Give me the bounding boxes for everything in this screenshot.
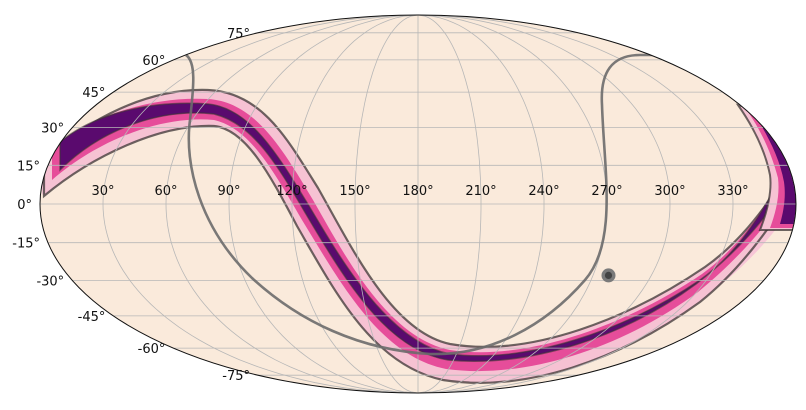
longitude-label: 120° — [276, 184, 307, 199]
latitude-label: -60° — [138, 342, 166, 357]
longitude-label: 60° — [154, 184, 177, 199]
longitude-label: 300° — [654, 184, 685, 199]
graticule-grid — [40, 15, 796, 393]
longitude-label: 180° — [402, 184, 433, 199]
latitude-label: -45° — [78, 310, 106, 325]
latitude-labels: 75° 60° 45° 30° 15° 0° -15° -30° -45° -60° -75° — [12, 27, 250, 384]
longitude-label: 150° — [339, 184, 370, 199]
longitude-label: 330° — [717, 184, 748, 199]
point-core — [604, 271, 613, 279]
latitude-label: 60° — [142, 54, 165, 69]
latitude-label: 30° — [41, 122, 64, 137]
longitude-label: 210° — [465, 184, 496, 199]
latitude-label: 45° — [82, 86, 105, 101]
longitude-label: 270° — [591, 184, 622, 199]
latitude-label: 15° — [17, 159, 40, 174]
track-curve — [185, 53, 660, 356]
longitude-label: 240° — [528, 184, 559, 199]
longitude-labels: 330° 300° 270° 240° 210° 180° 150° 120° 90° 60° 30… — [91, 184, 748, 199]
longitude-label: 90° — [217, 184, 240, 199]
longitude-label: 30° — [91, 184, 114, 199]
map-outline — [39, 14, 797, 394]
latitude-label: -15° — [12, 237, 40, 252]
latitude-label: -30° — [36, 274, 64, 289]
source-point-marker — [601, 268, 616, 283]
latitude-label: -75° — [222, 369, 250, 384]
latitude-label: 75° — [227, 27, 250, 42]
latitude-label: 0° — [17, 198, 32, 213]
